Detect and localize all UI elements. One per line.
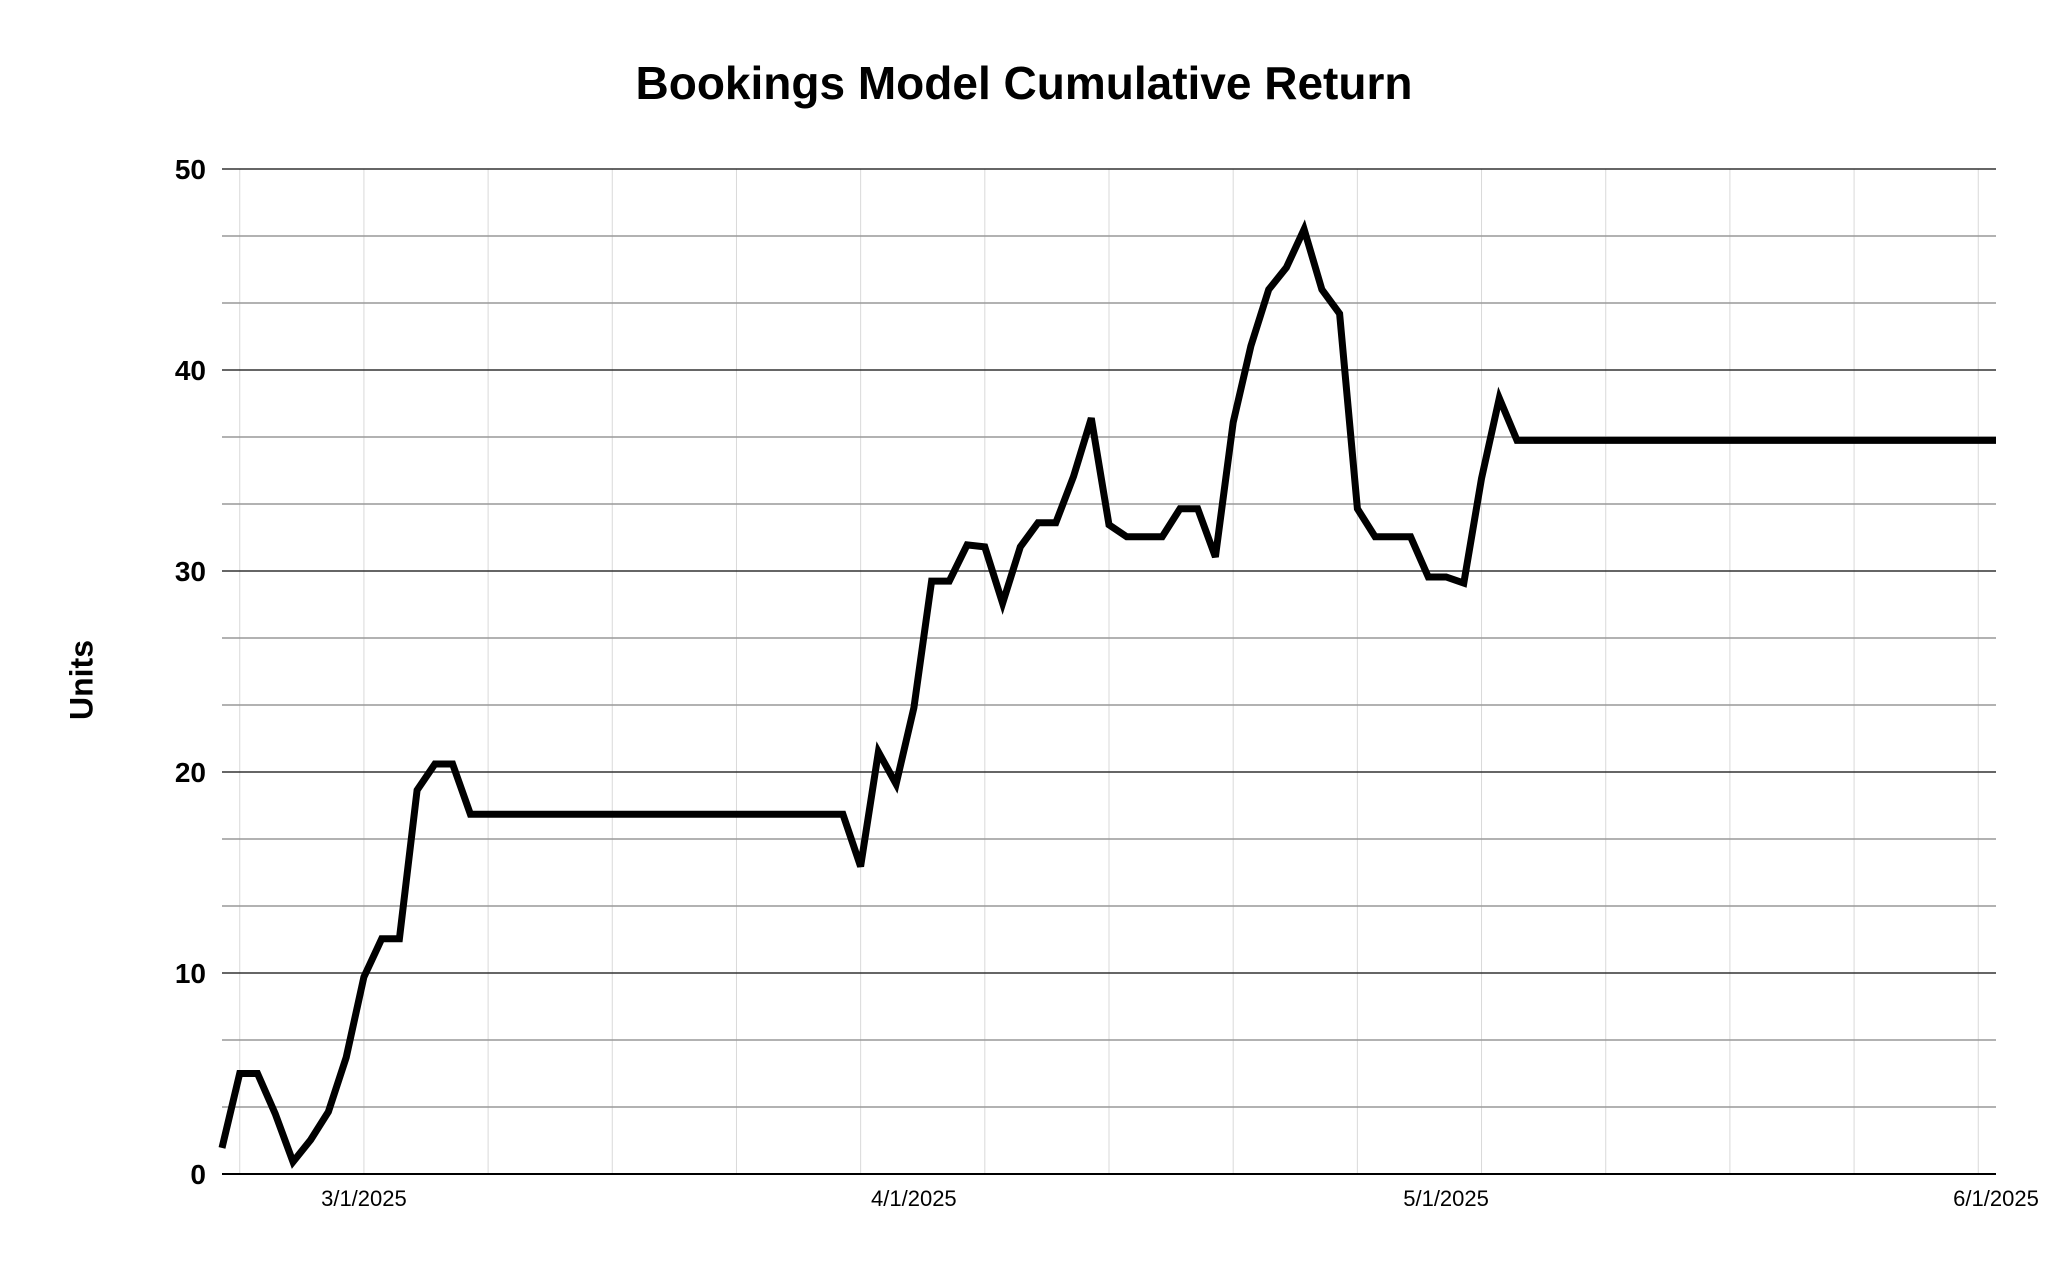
x-tick-label: 3/1/2025 [321, 1186, 407, 1211]
y-tick-label: 40 [175, 355, 206, 386]
y-tick-label: 50 [175, 154, 206, 185]
y-tick-label: 30 [175, 556, 206, 587]
x-tick-label: 4/1/2025 [871, 1186, 957, 1211]
series-line [218, 219, 1996, 1169]
series-layer [218, 219, 1996, 1169]
x-tick-label: 5/1/2025 [1403, 1186, 1489, 1211]
y-tick-label: 0 [190, 1159, 206, 1190]
x-tick-label: 6/1/2025 [1953, 1186, 2039, 1211]
chart-title: Bookings Model Cumulative Return [635, 57, 1413, 109]
y-tick-label: 10 [175, 958, 206, 989]
axis-layer: 0 10 20 30 40 50 3/1/2025 4/1/2025 5/1/2025 6/1/2… [175, 154, 2039, 1211]
grid-layer [222, 168, 1996, 1175]
y-tick-label: 20 [175, 757, 206, 788]
